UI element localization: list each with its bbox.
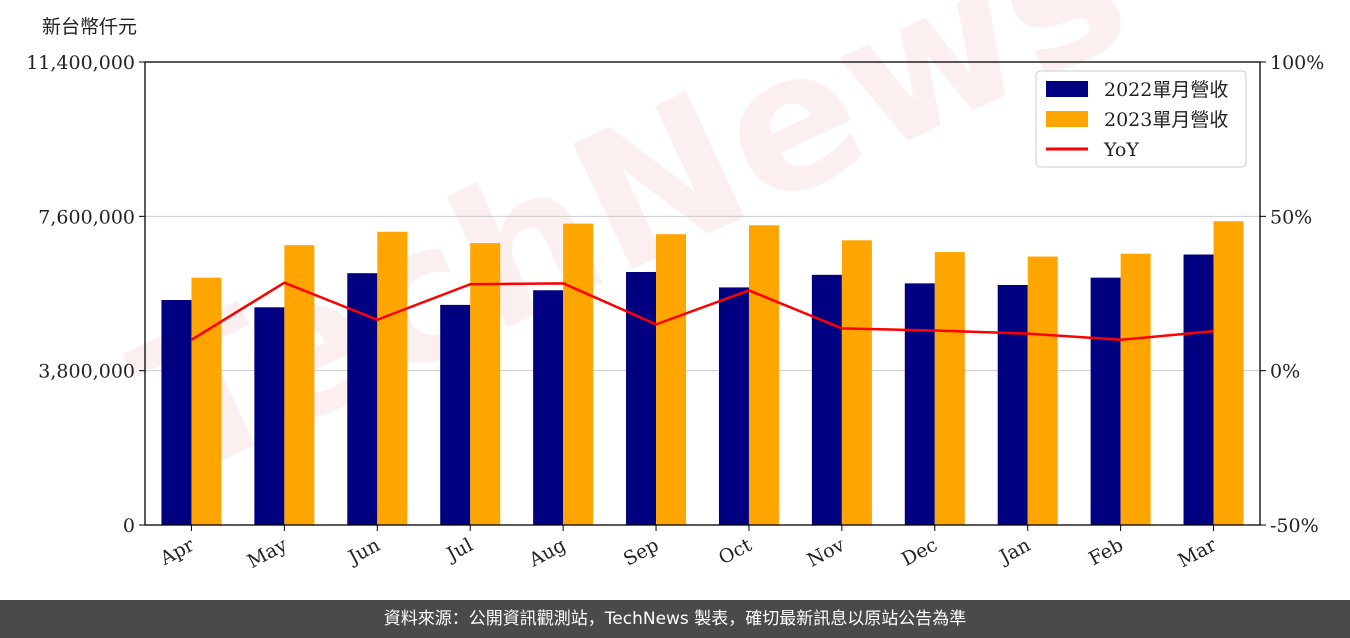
legend-box — [1035, 70, 1247, 168]
x-tick-label-Nov: Nov — [804, 534, 849, 572]
bars — [161, 221, 1244, 526]
bar-2023-Feb — [1120, 253, 1151, 525]
x-tick-label-Sep: Sep — [620, 534, 663, 571]
bar-2023-Jan — [1027, 256, 1058, 525]
legend-label-0: 2022單月營收 — [1104, 79, 1228, 101]
revenue-chart: TechNews 03,800,0007,600,00011,400,000-5… — [26, 0, 1324, 573]
x-tick-label-Aug: Aug — [525, 534, 570, 572]
yoy-line — [190, 281, 1214, 342]
bar-2022-Jun — [347, 273, 378, 525]
bar-2023-Mar — [1213, 221, 1244, 525]
plot-frame — [144, 61, 1261, 526]
x-tick-label-May: May — [244, 534, 291, 573]
y-left-tick-label-2: 7,600,000 — [38, 206, 135, 228]
x-tick-label-Jun: Jun — [343, 534, 383, 569]
bar-2022-Feb — [1090, 277, 1121, 525]
y-left-tick-label-3: 11,400,000 — [26, 52, 135, 74]
bar-2023-Oct — [748, 225, 779, 525]
bar-2022-Apr — [161, 299, 192, 525]
legend-swatch-0 — [1046, 81, 1088, 97]
legend-label-2: YoY — [1103, 139, 1139, 161]
bar-2023-Jun — [377, 231, 408, 525]
y-right-tick-label-0: -50% — [1270, 515, 1319, 537]
legend-label-1: 2023單月營收 — [1104, 109, 1228, 131]
bar-2022-Dec — [904, 283, 935, 525]
bar-2022-Aug — [533, 290, 564, 525]
x-tick-label-Apr: Apr — [156, 534, 199, 571]
legend: 2022單月營收 2023單月營收 YoY — [1035, 70, 1247, 168]
y-axis-unit-label: 新台幣仟元 — [42, 16, 137, 38]
x-tick-label-Dec: Dec — [898, 534, 941, 571]
y-left-tick-label-0: 0 — [123, 515, 135, 537]
bar-2022-Mar — [1183, 254, 1214, 525]
bar-2022-Jul — [440, 304, 471, 525]
x-tick-label-Feb: Feb — [1085, 534, 1127, 570]
y-right-tick-label-1: 0% — [1270, 361, 1300, 383]
bar-2023-Sep — [656, 234, 687, 526]
y-right-tick-label-3: 100% — [1270, 52, 1324, 74]
bar-2023-Dec — [934, 252, 965, 526]
bar-2022-May — [254, 307, 285, 525]
bar-2022-Nov — [811, 274, 842, 525]
bar-2023-Jul — [470, 243, 501, 525]
x-tick-label-Mar: Mar — [1174, 534, 1220, 573]
x-tick-label-Oct: Oct — [715, 534, 756, 569]
legend-swatch-1 — [1046, 111, 1088, 127]
x-tick-label-Jan: Jan — [994, 534, 1034, 569]
yoy-line-group — [190, 281, 1214, 342]
bar-2023-May — [284, 245, 315, 525]
bar-2023-Aug — [563, 223, 594, 525]
y-right-tick-label-2: 50% — [1270, 206, 1312, 228]
bar-2022-Sep — [626, 271, 657, 525]
bar-2023-Apr — [191, 277, 222, 525]
y-left-tick-label-1: 3,800,000 — [38, 361, 135, 383]
source-footer: 資料來源：公開資訊觀測站，TechNews 製表，確切最新訊息以原站公告為準 — [0, 600, 1350, 638]
bar-2022-Jan — [997, 284, 1028, 525]
bar-2023-Nov — [841, 240, 872, 526]
bar-2022-Oct — [718, 287, 749, 525]
x-tick-label-Jul: Jul — [442, 534, 477, 567]
